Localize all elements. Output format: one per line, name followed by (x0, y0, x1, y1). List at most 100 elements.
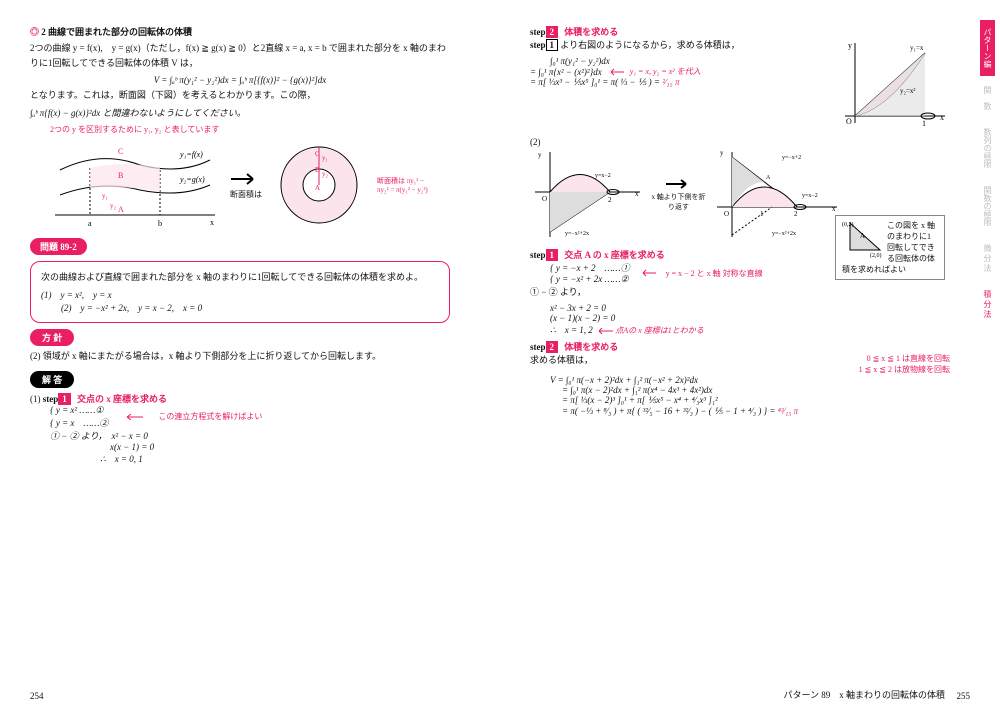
problem-label: 問題 89-2 (30, 238, 87, 255)
svg-text:y=−x²+2x: y=−x²+2x (772, 231, 796, 237)
r2-f4: = π( −⅓ + ⁸⁄₃ ) + π{ ( ³²⁄₅ − 16 + ³²⁄₃ … (562, 406, 950, 417)
svg-text:y₁=f(x): y₁=f(x) (179, 150, 203, 159)
problem-item-2: (2) y = −x² + 2x, y = x − 2, x = 0 (61, 303, 202, 313)
svg-text:a: a (88, 219, 92, 228)
tab-function[interactable]: 関 数 (980, 78, 995, 118)
svg-text:y₂: y₂ (110, 202, 117, 210)
svg-text:A: A (315, 184, 320, 192)
r2-p: 求める体積は， (530, 353, 593, 372)
right-page: step2 体積を求める step1 より右図のようになるから，求める体積は， … (500, 0, 980, 442)
tab-diff[interactable]: 微 分 法 (980, 236, 995, 280)
footer-title: パターン 89 x 軸まわりの回転体の体積 (783, 688, 945, 701)
arrow-left-icon (123, 412, 143, 422)
svg-text:B: B (118, 171, 123, 180)
svg-text:(0,2): (0,2) (842, 221, 854, 228)
svg-text:y: y (720, 149, 724, 157)
svg-text:y₁=x: y₁=x (910, 44, 924, 52)
section-heading: ◎ 2 曲線で囲まれた部分の回転体の体積 (30, 25, 450, 38)
svg-text:y₂=g(x): y₂=g(x) (179, 175, 205, 184)
svg-text:C: C (118, 147, 123, 156)
paragraph-1: 2つの曲線 y = f(x), y = g(x)（ただし，f(x) ≧ g(x)… (30, 41, 450, 72)
annotation-1: 2つの y を区別するために y₁, y₂ と表しています (50, 124, 450, 135)
policy-label: 方 針 (30, 329, 74, 346)
tab-func-limit[interactable]: 関数の極限 (980, 178, 995, 234)
left-page: ◎ 2 曲線で囲まれた部分の回転体の体積 2つの曲線 y = f(x), y =… (0, 0, 480, 490)
diagram-right-region: yx O 12 A y=−x+2 y=x−2 y=−x²+2x (712, 147, 842, 242)
r2-anno: y = x − 2 と x 軸 対称な直線 (666, 268, 763, 279)
problem-box: 次の曲線および直線で囲まれた部分を x 軸のまわりに1回転してできる回転体の体積… (30, 261, 450, 323)
annotation-3: 断面積は πy₁² − πy₂² = π(y₁² − y₂²) (377, 176, 437, 194)
diagram-left-region: yx O2 y=x−2 y=−x²+2x (530, 147, 645, 242)
svg-text:y=x−2: y=x−2 (802, 193, 818, 199)
svg-text:y=−x²+2x: y=−x²+2x (565, 231, 589, 237)
problem-item-1: (1) y = x², y = x (41, 288, 439, 301)
svg-text:y: y (538, 151, 542, 159)
curves-diagram: x a b C B A y₁ y₂ y₁=f(x) y₂=g(x) (50, 140, 220, 230)
sol1-eq1: { y = x² ……① (50, 405, 108, 416)
svg-text:C: C (315, 150, 320, 158)
page-number-right: 255 (957, 691, 971, 701)
svg-text:1: 1 (922, 119, 926, 128)
step2-label: step2 (530, 27, 558, 37)
svg-text:A: A (766, 175, 771, 181)
problem-text: 次の曲線および直線で囲まれた部分を x 軸のまわりに1回転してできる回転体の体積… (41, 270, 439, 285)
annotation-2: 断面積は (230, 189, 262, 200)
svg-text:x: x (832, 205, 836, 213)
side-tabs: パターン編 関 数 数列の極限 関数の極限 微 分 法 積 分 法 (980, 20, 1000, 328)
step2-title: 体積を求める (564, 27, 618, 37)
svg-text:y₂: y₂ (322, 170, 329, 178)
step2b-title: 体積を求める (564, 342, 618, 352)
svg-text:A: A (860, 232, 865, 240)
svg-text:y₂=x²: y₂=x² (900, 87, 916, 95)
step1b-label: step1 (530, 250, 558, 260)
step1b-title: 交点 A の x 座標を求める (564, 250, 665, 260)
r2-f2: = ∫₀¹ π(x − 2)²dx + ∫₁² π(x⁴ − 4x³ + 4x²… (562, 385, 950, 395)
policy-text: (2) 領域が x 軸にまたがる場合は，x 軸より下側部分を上に折り返してから回… (30, 349, 450, 364)
step1-title: 交点の x 座標を求める (77, 394, 167, 404)
heading-mark: ◎ (30, 27, 39, 37)
sol1-eq5: ∴ x = 0, 1 (100, 452, 450, 465)
svg-text:B: B (315, 166, 320, 174)
arrow-icon (231, 171, 261, 187)
svg-text:2: 2 (608, 196, 612, 204)
arrow-left-icon (595, 327, 613, 335)
sol1-eq3: ① − ② より， x² − x = 0 (50, 429, 450, 442)
r-f1: ∫₀¹ π(y₁² − y₂²)dx (550, 56, 830, 66)
svg-text:y₁: y₁ (102, 192, 108, 200)
sol1-eq4: x(x − 1) = 0 (110, 442, 450, 452)
arrow-left-icon (640, 269, 656, 277)
sol1-eq2: { y = x ……② (50, 416, 108, 429)
heading-text: 2 曲線で囲まれた部分の回転体の体積 (41, 27, 192, 37)
tab-pattern[interactable]: パターン編 (980, 20, 995, 76)
diagram-parabola-line: x y O 1 y₁=x y₂=x² (840, 38, 950, 133)
svg-text:x: x (635, 190, 639, 198)
arrow-left-icon (608, 68, 624, 76)
svg-text:O: O (724, 210, 729, 218)
r-f2: = ∫₀¹ π{x² − (x²)²}dx y₁ = x, y₂ = x² を代… (530, 66, 830, 77)
formula-2: ∫ₐᵇ π{f(x) − g(x)}²dx と間違わないようにしてください。 (30, 106, 450, 121)
tab-integral[interactable]: 積 分 法 (980, 282, 995, 326)
sol1-head: (1) (30, 394, 41, 404)
diagram-washer: x a b C B A y₁ y₂ y₁=f(x) y₂=g(x) 断面積は y… (50, 140, 450, 230)
r2-f3: = π[ ⅓(x − 2)³ ]₀¹ + π[ ⅕x⁵ − x⁴ + ⁴⁄₃x³… (562, 395, 950, 406)
step1-label: step1 (43, 394, 71, 404)
svg-text:x: x (940, 113, 944, 122)
r2-eq1: { y = −x + 2 ……① (550, 261, 630, 274)
svg-text:1: 1 (760, 210, 764, 218)
tab-seq-limit[interactable]: 数列の極限 (980, 120, 995, 176)
svg-text:(2,0): (2,0) (870, 252, 882, 258)
annulus-diagram: y₁ y₂ C B A (272, 140, 367, 230)
r2-anno3: 0 ≦ x ≦ 1 は直線を回転 1 ≦ x ≦ 2 は放物線を回転 (859, 353, 950, 375)
svg-text:O: O (542, 195, 547, 203)
svg-text:2: 2 (794, 210, 798, 218)
r2-eq5: (x − 1)(x − 2) = 0 (550, 313, 950, 323)
svg-text:b: b (158, 219, 162, 228)
note-box: (0,2) (2,0) A この図を x 軸のまわりに1回転してできる回転体の体… (835, 215, 945, 280)
r2-eq4: x² − 3x + 2 = 0 (550, 303, 950, 313)
paragraph-2: となります。これは，断面図（下図）を考えるとわかります。この際， (30, 88, 450, 103)
note-triangle: (0,2) (2,0) A (842, 220, 884, 258)
svg-text:y₁: y₁ (322, 154, 328, 162)
r-f3: = π[ ⅓x³ − ⅕x⁵ ]₀¹ = π( ⅓ − ⅕ ) = ²⁄₁₅ π (530, 77, 830, 88)
svg-text:y: y (848, 41, 852, 50)
r-p1: step1 より右図のようになるから，求める体積は， (530, 38, 830, 53)
